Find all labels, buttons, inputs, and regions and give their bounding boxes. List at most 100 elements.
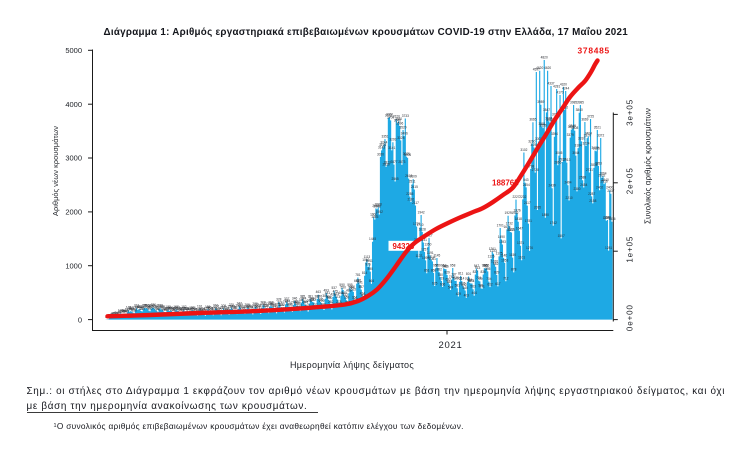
svg-text:3840: 3840 — [576, 108, 583, 112]
svg-text:148: 148 — [177, 307, 183, 311]
svg-text:488: 488 — [346, 289, 352, 293]
svg-text:1627: 1627 — [507, 227, 514, 231]
svg-text:947: 947 — [474, 264, 480, 268]
svg-text:422: 422 — [330, 292, 336, 296]
svg-text:4170: 4170 — [556, 90, 563, 94]
svg-text:1041: 1041 — [366, 259, 373, 263]
svg-text:159: 159 — [180, 306, 186, 310]
svg-text:3244: 3244 — [380, 140, 387, 144]
svg-text:1114: 1114 — [428, 255, 435, 259]
svg-text:158: 158 — [207, 307, 213, 311]
svg-text:837: 837 — [473, 270, 479, 274]
svg-text:182: 182 — [135, 305, 141, 309]
svg-text:2181: 2181 — [407, 198, 414, 202]
svg-text:1026: 1026 — [491, 260, 498, 264]
svg-text:3847: 3847 — [543, 108, 550, 112]
svg-text:3646: 3646 — [394, 119, 401, 123]
svg-text:3725: 3725 — [587, 114, 594, 118]
svg-text:315: 315 — [299, 298, 305, 302]
svg-text:268: 268 — [268, 301, 274, 305]
svg-text:3184: 3184 — [575, 144, 582, 148]
svg-text:188: 188 — [165, 305, 171, 309]
svg-text:382: 382 — [315, 294, 321, 298]
svg-text:4620: 4620 — [536, 66, 543, 70]
svg-text:550: 550 — [341, 285, 347, 289]
svg-text:2565: 2565 — [392, 177, 399, 181]
svg-text:592: 592 — [461, 283, 467, 287]
svg-text:202: 202 — [256, 304, 262, 308]
svg-text:280: 280 — [302, 300, 308, 304]
svg-text:945: 945 — [483, 264, 489, 268]
svg-text:3372: 3372 — [597, 133, 604, 137]
svg-text:166: 166 — [190, 306, 196, 310]
svg-text:2285: 2285 — [406, 192, 413, 196]
svg-text:1126: 1126 — [488, 254, 495, 258]
svg-text:Συνολικός αριθμός κρουσμάτων: Συνολικός αριθμός κρουσμάτων — [644, 108, 653, 224]
svg-text:337: 337 — [284, 297, 290, 301]
svg-text:376: 376 — [317, 295, 323, 299]
svg-text:1932: 1932 — [511, 211, 518, 215]
svg-text:199: 199 — [251, 304, 257, 308]
svg-text:63: 63 — [113, 312, 117, 316]
svg-text:1101: 1101 — [518, 256, 525, 260]
svg-text:2516: 2516 — [601, 180, 608, 184]
svg-text:385: 385 — [300, 294, 306, 298]
svg-text:2511: 2511 — [409, 180, 416, 184]
svg-text:1053: 1053 — [501, 258, 508, 262]
svg-text:3665: 3665 — [529, 118, 536, 122]
svg-text:222: 222 — [280, 303, 286, 307]
svg-text:668: 668 — [354, 279, 360, 283]
svg-text:829: 829 — [444, 270, 450, 274]
svg-text:2380: 2380 — [573, 187, 580, 191]
svg-text:64: 64 — [116, 312, 120, 316]
svg-text:2731: 2731 — [586, 168, 593, 172]
svg-text:913: 913 — [475, 266, 481, 270]
svg-text:2913: 2913 — [563, 158, 570, 162]
svg-text:328: 328 — [276, 297, 282, 301]
svg-text:1900: 1900 — [370, 213, 377, 217]
svg-text:3521: 3521 — [594, 125, 601, 129]
svg-text:540: 540 — [463, 286, 469, 290]
svg-text:165: 165 — [232, 306, 238, 310]
svg-text:463: 463 — [316, 290, 322, 294]
svg-text:2454: 2454 — [523, 183, 530, 187]
svg-text:1431: 1431 — [420, 238, 427, 242]
svg-text:1281: 1281 — [605, 246, 612, 250]
svg-text:238: 238 — [267, 302, 273, 306]
svg-text:581: 581 — [455, 284, 461, 288]
svg-text:2e+05: 2e+05 — [626, 167, 635, 194]
svg-text:182: 182 — [159, 305, 165, 309]
svg-text:208: 208 — [246, 304, 252, 308]
svg-text:268: 268 — [260, 301, 266, 305]
svg-text:284: 284 — [283, 300, 289, 304]
svg-text:2798: 2798 — [527, 164, 534, 168]
svg-text:1276: 1276 — [526, 246, 533, 250]
svg-text:681: 681 — [356, 278, 362, 282]
svg-text:475: 475 — [333, 289, 339, 293]
svg-text:714: 714 — [459, 277, 465, 281]
svg-text:441: 441 — [325, 291, 331, 295]
svg-text:720: 720 — [453, 276, 459, 280]
svg-text:172: 172 — [175, 306, 181, 310]
svg-text:403: 403 — [361, 293, 367, 297]
svg-text:3406: 3406 — [401, 132, 408, 136]
svg-text:429: 429 — [456, 292, 462, 296]
svg-text:4820: 4820 — [541, 55, 548, 59]
svg-text:3743: 3743 — [385, 113, 392, 117]
svg-text:186: 186 — [243, 305, 249, 309]
svg-text:326: 326 — [318, 298, 324, 302]
svg-text:202: 202 — [272, 304, 278, 308]
svg-text:153: 153 — [204, 307, 210, 311]
svg-text:173: 173 — [153, 306, 159, 310]
svg-text:189: 189 — [205, 305, 211, 309]
svg-text:Αριθμός νέων κρουσμάτων: Αριθμός νέων κρουσμάτων — [51, 126, 60, 216]
svg-text:174: 174 — [273, 306, 279, 310]
svg-text:742: 742 — [449, 275, 455, 279]
svg-text:66: 66 — [112, 311, 116, 315]
svg-text:3307: 3307 — [535, 137, 542, 141]
svg-text:178: 178 — [231, 305, 237, 309]
svg-text:146: 146 — [208, 307, 214, 311]
svg-text:140: 140 — [178, 307, 184, 311]
svg-text:895: 895 — [485, 267, 491, 271]
svg-text:162: 162 — [169, 306, 175, 310]
